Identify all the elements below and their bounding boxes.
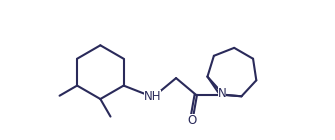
Text: N: N [217, 87, 226, 100]
Text: O: O [188, 114, 197, 127]
Text: NH: NH [144, 90, 161, 103]
